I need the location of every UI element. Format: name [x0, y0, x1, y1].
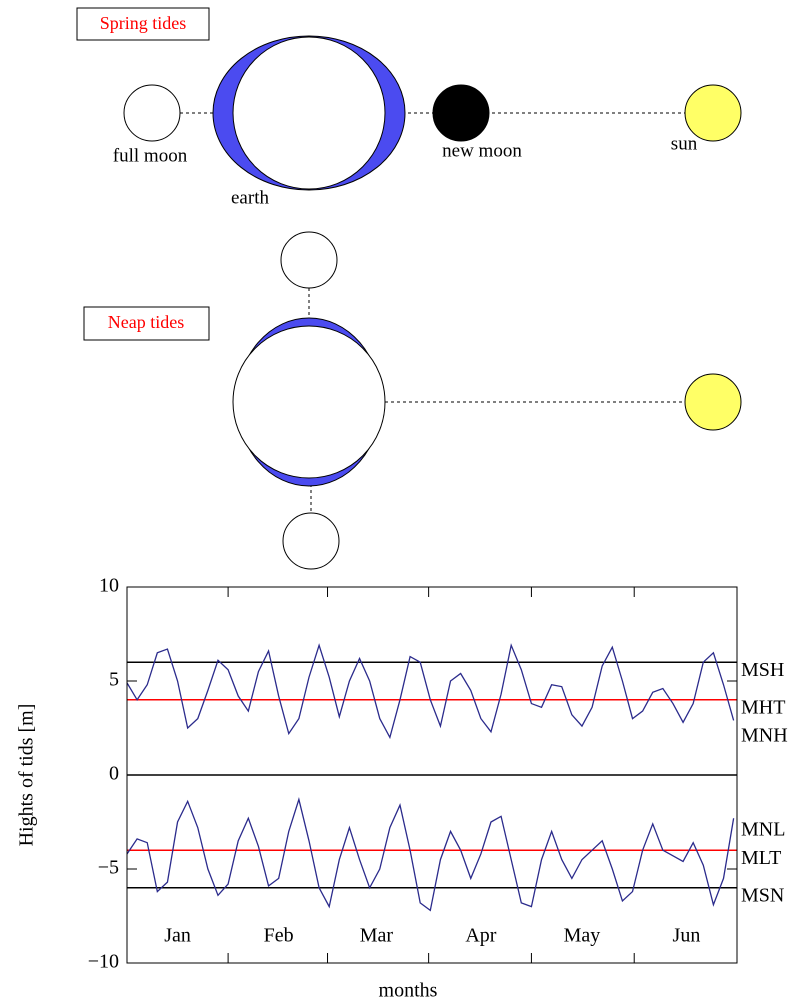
- label: full moon: [113, 145, 188, 166]
- label: new moon: [442, 140, 522, 161]
- y-tick-label: −10: [88, 951, 119, 973]
- level-label: MNH: [741, 725, 788, 747]
- level-label: MNL: [741, 819, 785, 841]
- y-axis-label: Hights of tids [m]: [16, 704, 38, 847]
- level-label: MSN: [741, 884, 784, 906]
- sun: [684, 84, 742, 142]
- x-tick-label: May: [564, 925, 601, 947]
- x-tick-label: Mar: [360, 925, 394, 947]
- x-tick-label: Apr: [465, 925, 496, 947]
- y-tick-label: 0: [109, 763, 119, 785]
- full-moon: [123, 84, 181, 142]
- level-label: MSH: [741, 659, 784, 681]
- y-tick-label: 5: [109, 669, 119, 691]
- tide-line: [126, 643, 735, 740]
- earth: [232, 325, 386, 479]
- x-tick-label: Jan: [164, 925, 191, 947]
- chart: −10 −5 0 5 10 Jan Feb Mar Apr May Jun MSH MHT MNH MNL M…: [88, 575, 788, 973]
- title-box: [76, 7, 210, 41]
- y-tick-label: 10: [99, 575, 119, 597]
- earth: [232, 36, 386, 190]
- x-tick-label: Jun: [673, 925, 701, 947]
- x-tick-label: Feb: [264, 925, 294, 947]
- moon: [282, 512, 340, 570]
- spring-title: Spring tides: [100, 13, 187, 33]
- label: earth: [231, 187, 269, 208]
- y-tick-label: −5: [98, 857, 119, 879]
- sun: [684, 373, 742, 431]
- level-label: MLT: [741, 847, 781, 869]
- label: sun: [671, 133, 698, 154]
- moon: [280, 231, 338, 289]
- x-axis-label: months: [379, 980, 438, 1002]
- neap-title: Neap tides: [108, 312, 184, 332]
- level-label: MHT: [741, 696, 785, 718]
- plot-frame: [126, 586, 738, 964]
- tide-line: [126, 797, 735, 912]
- new-moon: [432, 84, 490, 142]
- title-box: [83, 306, 210, 341]
